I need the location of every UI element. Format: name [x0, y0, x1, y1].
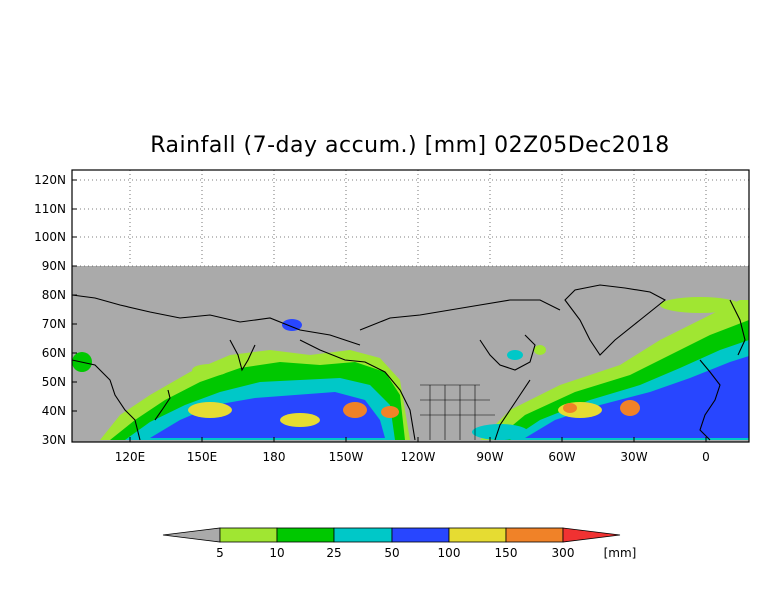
lat-label-120n: 120N [34, 173, 66, 187]
legend-swatch-25-50 [333, 527, 393, 543]
rain-patch-gulf [472, 424, 528, 440]
legend-label-50: 50 [384, 546, 399, 560]
rain-core-pacific-4 [381, 406, 399, 418]
rain-patch-arctic [660, 297, 740, 313]
legend-units: [mm] [604, 546, 637, 560]
rain-core-pacific-1 [188, 402, 232, 418]
lat-ticks [72, 179, 77, 412]
lat-label-90n: 90N [42, 259, 66, 273]
coastline-eurasia-north [71, 294, 361, 346]
rain-patch-siberia [282, 319, 302, 331]
lat-label-40n: 40N [42, 404, 66, 418]
rain-core-pacific-3 [343, 402, 367, 418]
lon-label-180: 180 [263, 450, 286, 464]
us-state-borders [420, 384, 495, 440]
rain-core-atlantic-2 [620, 400, 640, 416]
lat-label-100n: 100N [34, 230, 66, 244]
rain-patch-hudson [507, 350, 523, 360]
legend-swatch-150-300 [505, 527, 564, 543]
coastline-kamchatka [229, 339, 256, 372]
lat-label-110n: 110N [34, 202, 66, 216]
coastline-east-us [494, 379, 531, 441]
legend-label-25: 25 [326, 546, 341, 560]
legend-swatch-50-100 [391, 527, 450, 543]
legend-swatch-below-5 [162, 527, 221, 543]
rain-band-pacific-intense [150, 392, 385, 438]
lat-axis: 120N 110N 100N 90N 80N 70N 60N 50N 40N 3… [34, 173, 66, 447]
lon-label-60w: 60W [548, 450, 575, 464]
color-legend [162, 527, 621, 543]
lon-label-150w: 150W [329, 450, 364, 464]
legend-swatch-above-300 [562, 527, 621, 543]
legend-swatch-100-150 [448, 527, 507, 543]
lat-label-60n: 60N [42, 346, 66, 360]
legend-label-150: 150 [495, 546, 518, 560]
rain-patch-labrador [534, 345, 546, 355]
precipitation-field [72, 297, 749, 440]
coastline-greenland [564, 284, 666, 356]
coastline-north-america-arctic [359, 299, 561, 331]
lon-label-30w: 30W [620, 450, 647, 464]
legend-label-5: 5 [216, 546, 224, 560]
plot-frame [71, 169, 750, 443]
legend-labels: 5 10 25 50 100 150 300 [mm] [216, 546, 636, 560]
coastline-europe [699, 359, 721, 441]
rain-patch-asia [192, 364, 228, 376]
lat-label-70n: 70N [42, 317, 66, 331]
lat-label-50n: 50N [42, 375, 66, 389]
legend-label-100: 100 [438, 546, 461, 560]
lat-label-30n: 30N [42, 433, 66, 447]
lat-label-80n: 80N [42, 288, 66, 302]
coastlines [71, 284, 746, 441]
lon-label-150e: 150E [187, 450, 218, 464]
coastline-scandinavia [729, 299, 746, 356]
lon-label-120e: 120E [115, 450, 146, 464]
rain-core-pacific-2 [280, 413, 320, 427]
coastline-hudson-bay [479, 334, 536, 371]
legend-swatch-10-25 [276, 527, 335, 543]
lon-label-90w: 90W [476, 450, 503, 464]
rain-core-atlantic-3 [563, 403, 577, 413]
legend-label-10: 10 [269, 546, 284, 560]
lon-label-0: 0 [702, 450, 710, 464]
coastline-japan [154, 389, 171, 421]
lon-label-120w: 120W [401, 450, 436, 464]
map-title: Rainfall (7-day accum.) [mm] 02Z05Dec201… [150, 133, 670, 158]
lon-axis: 120E 150E 180 150W 120W 90W 60W 30W 0 [115, 450, 710, 464]
legend-swatch-5-10 [219, 527, 278, 543]
lon-ticks [129, 437, 707, 442]
coastline-east-asia [71, 359, 141, 441]
legend-label-300: 300 [552, 546, 575, 560]
coastline-alaska [299, 339, 416, 441]
grid-lines [72, 170, 749, 267]
